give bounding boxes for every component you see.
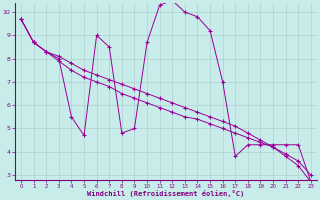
X-axis label: Windchill (Refroidissement éolien,°C): Windchill (Refroidissement éolien,°C) xyxy=(87,190,244,197)
